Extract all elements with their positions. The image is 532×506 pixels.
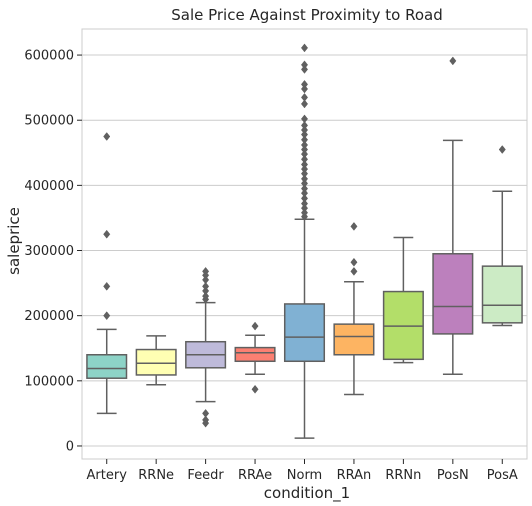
x-tick-label-rran: RRAn <box>337 468 372 483</box>
x-tick-label-rrae: RRAe <box>238 468 272 483</box>
y-tick-label: 300000 <box>24 244 74 259</box>
iqr-box <box>432 253 474 335</box>
x-tick-label-posn: PosN <box>437 468 469 483</box>
outlier-point <box>300 64 309 74</box>
outlier-point <box>350 266 358 276</box>
outlier-point <box>202 408 210 418</box>
x-axis-label: condition_1 <box>264 484 350 503</box>
box-norm <box>283 43 326 439</box>
outlier-point <box>300 184 309 194</box>
outlier-point <box>300 43 309 53</box>
outlier-point <box>498 145 506 154</box>
box-rrnn <box>382 236 424 364</box>
outlier-point <box>202 415 210 425</box>
outlier-point <box>300 208 309 218</box>
iqr-box <box>135 348 177 376</box>
box-rrne <box>135 335 177 386</box>
outlier-point <box>300 121 309 130</box>
outlier-point <box>202 281 210 291</box>
outlier-point <box>300 199 309 209</box>
iqr-box <box>283 303 326 363</box>
outlier-point <box>300 79 309 89</box>
x-tick-label-norm: Norm <box>287 468 322 483</box>
y-tick-label: 200000 <box>24 309 74 324</box>
outlier-point <box>300 203 309 213</box>
outlier-point <box>300 84 309 94</box>
box-posn <box>432 56 474 376</box>
outlier-point <box>300 145 309 154</box>
outlier-point <box>103 311 111 321</box>
y-tick-label: 400000 <box>24 179 74 194</box>
box-feedr <box>185 266 227 428</box>
box-rrae <box>234 321 276 394</box>
outlier-point <box>251 384 259 394</box>
outlier-point <box>300 135 309 145</box>
y-tick-label: 100000 <box>24 374 74 389</box>
y-tick-label: 0 <box>66 439 74 454</box>
outlier-point <box>350 222 358 231</box>
outlier-point <box>300 169 309 179</box>
y-tick-label: 500000 <box>24 114 74 129</box>
iqr-box <box>234 346 276 363</box>
chart-title: Sale Price Against Proximity to Road <box>171 6 443 24</box>
outlier-point <box>300 164 309 174</box>
box-artery <box>86 132 128 415</box>
outlier-point <box>103 229 111 239</box>
outlier-point <box>300 60 309 70</box>
x-axis-ticks: Artery RRNe Feedr RRAe Norm RRAn RRNn PosN PosA <box>87 459 518 483</box>
outlier-point <box>202 275 210 285</box>
boxes-group <box>86 43 523 439</box>
x-tick-label-rrnn: RRNn <box>385 468 421 483</box>
iqr-box <box>333 323 375 356</box>
outlier-point <box>300 193 309 203</box>
outlier-point <box>202 286 210 296</box>
outlier-point <box>300 149 309 159</box>
outlier-point <box>202 291 210 301</box>
outlier-point <box>103 281 111 291</box>
outlier-point <box>300 188 309 198</box>
x-tick-label-artery: Artery <box>87 468 128 483</box>
outlier-point <box>300 99 309 109</box>
outlier-point <box>300 125 309 135</box>
y-tick-label: 600000 <box>24 49 74 64</box>
outlier-point <box>300 179 309 188</box>
outlier-point <box>300 114 309 124</box>
y-axis-label: saleprice <box>5 207 23 275</box>
outlier-point <box>350 257 358 267</box>
box-rran <box>333 222 375 396</box>
y-axis-ticks: 0 100000 200000 300000 400000 500000 600000 <box>24 49 82 454</box>
outlier-point <box>300 140 309 150</box>
outlier-point <box>300 93 309 102</box>
outlier-point <box>300 160 309 169</box>
x-tick-label-rrne: RRNe <box>138 468 174 483</box>
x-tick-label-posa: PosA <box>487 468 518 483</box>
outlier-point <box>449 56 457 66</box>
outlier-point <box>300 154 309 164</box>
outlier-point <box>300 174 309 184</box>
outlier-point <box>103 132 111 141</box>
box-posa <box>481 145 523 327</box>
outlier-point <box>300 130 309 139</box>
iqr-box <box>86 354 128 379</box>
outlier-point <box>251 321 259 331</box>
outlier-point <box>202 266 210 276</box>
iqr-box <box>481 265 523 324</box>
x-tick-label-feedr: Feedr <box>187 468 224 483</box>
